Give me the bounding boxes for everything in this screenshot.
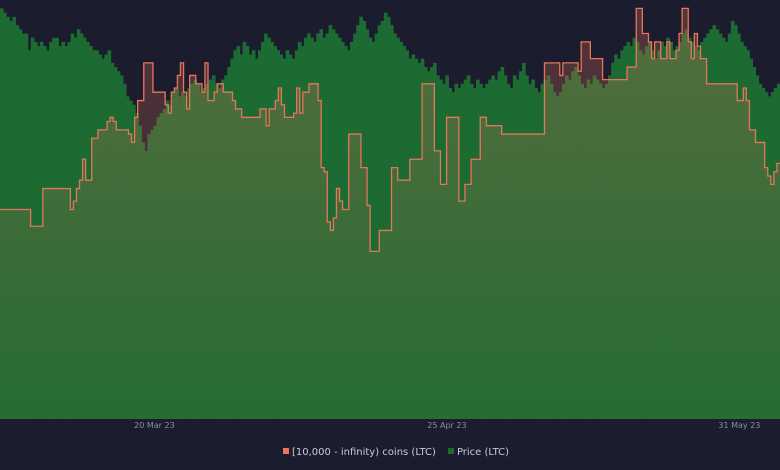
x-tick-label: 20 Mar 23 bbox=[134, 421, 175, 430]
legend-swatch bbox=[283, 448, 289, 454]
x-axis: 20 Mar 23 25 Apr 23 31 May 23 bbox=[134, 421, 760, 430]
price-bar bbox=[386, 16, 391, 419]
legend-label: Price (LTC) bbox=[457, 447, 509, 458]
legend-item[interactable]: [10,000 - infinity) coins (LTC) bbox=[283, 447, 436, 458]
x-tick-label: 31 May 23 bbox=[718, 421, 760, 430]
price-bar bbox=[377, 25, 382, 419]
price-bar bbox=[374, 33, 379, 420]
holders-area bbox=[0, 8, 780, 419]
price-bar bbox=[383, 12, 388, 419]
legend-swatch bbox=[447, 448, 454, 454]
legend-item[interactable]: Price (LTC) bbox=[447, 447, 509, 458]
price-bar bbox=[380, 20, 385, 419]
legend-label: [10,000 - infinity) coins (LTC) bbox=[292, 447, 436, 458]
holders-series bbox=[0, 7, 780, 419]
legend[interactable]: [10,000 - infinity) coins (LTC) Price (LT… bbox=[283, 447, 509, 458]
x-tick-label: 25 Apr 23 bbox=[427, 421, 466, 430]
holders-line bbox=[0, 7, 780, 253]
price-bar bbox=[371, 41, 376, 420]
